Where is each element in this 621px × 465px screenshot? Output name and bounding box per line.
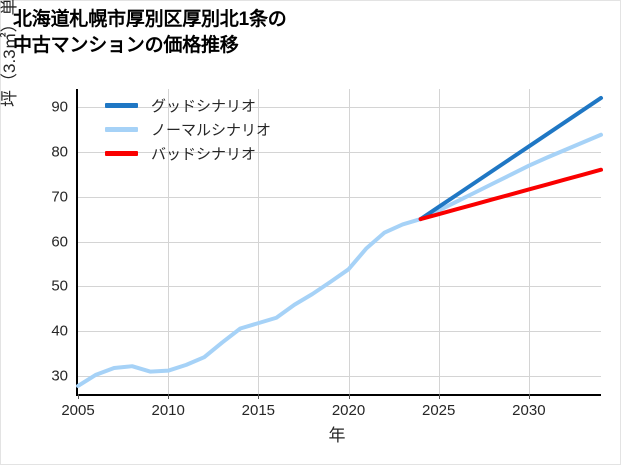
series-line (418, 167, 603, 222)
legend: グッドシナリオ ノーマルシナリオ バッドシナリオ (105, 93, 325, 165)
series-line (418, 95, 603, 222)
gridline-horizontal (78, 106, 601, 108)
gridline-horizontal (78, 151, 601, 153)
x-tick-label: 2010 (151, 402, 185, 419)
gridline-horizontal (78, 286, 601, 288)
legend-swatch-good (105, 102, 138, 108)
gridline-horizontal (78, 331, 601, 333)
x-tick-mark (528, 394, 530, 399)
gridline-horizontal (78, 196, 601, 198)
y-tick-label: 60 (51, 233, 68, 250)
y-tick-label: 70 (51, 188, 68, 206)
x-tick-mark (348, 394, 350, 399)
x-tick-mark (438, 394, 440, 399)
gridline-vertical (348, 89, 350, 394)
gridline-vertical (168, 89, 170, 394)
y-tick-label: 50 (51, 277, 68, 295)
series-line (76, 132, 603, 388)
gridline-horizontal (78, 241, 601, 243)
series-lines (76, 95, 603, 388)
y-axis-label: 坪（3.3㎡）単価（万円） (0, 0, 19, 107)
page-title: 北海道札幌市厚別区厚別北1条の 中古マンションの価格推移 (13, 9, 287, 56)
x-tick-mark (258, 394, 260, 399)
legend-item-good: グッドシナリオ (105, 93, 325, 117)
x-tick-mark (168, 394, 170, 399)
x-tick-label: 2005 (61, 402, 95, 419)
legend-swatch-bad (105, 150, 138, 156)
legend-swatch-normal (105, 126, 138, 132)
y-tick-label: 30 (51, 367, 68, 385)
gridline-horizontal (78, 376, 601, 378)
y-tick-label: 80 (51, 143, 68, 161)
x-axis-label: 年 (328, 426, 346, 445)
gridline-vertical (528, 89, 530, 394)
legend-label-normal: ノーマルシナリオ (151, 121, 272, 139)
gridline-vertical (258, 89, 260, 394)
x-tick-label: 2015 (241, 402, 276, 419)
legend-label-bad: バッドシナリオ (151, 145, 257, 163)
legend-item-bad: バッドシナリオ (105, 141, 325, 165)
x-tick-label: 2030 (512, 402, 546, 419)
x-tick-label: 2020 (331, 402, 366, 419)
gridline-vertical (438, 89, 440, 394)
x-tick-label: 2025 (422, 402, 456, 419)
x-tick-mark (78, 394, 79, 399)
plot-area: 30 40 50 60 70 80 90 2005 2010 2015 2020 2025 2030 (51, 89, 603, 419)
legend-item-normal: ノーマルシナリオ (105, 117, 325, 141)
y-tick-label: 90 (51, 98, 68, 116)
legend-label-good: グッドシナリオ (151, 97, 257, 115)
y-tick-label: 40 (51, 322, 68, 340)
